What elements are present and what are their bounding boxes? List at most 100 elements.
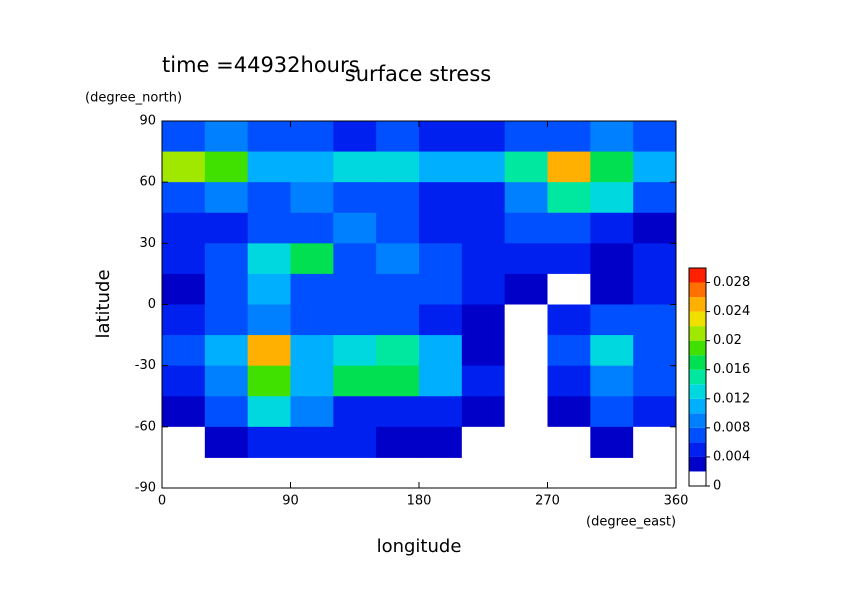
field-cell <box>419 121 463 153</box>
field-cell <box>204 304 249 336</box>
field-cell <box>162 212 206 244</box>
field-cell <box>204 212 249 244</box>
field-cell <box>633 304 677 336</box>
field-cell <box>633 396 677 428</box>
field-cell <box>419 212 463 244</box>
colorbar-tick-label: 0.008 <box>713 420 750 435</box>
field-cell <box>547 182 591 214</box>
colorbar-swatch <box>689 340 706 356</box>
field-cell <box>290 121 334 153</box>
field-cell <box>590 365 634 397</box>
field-cell <box>247 426 291 458</box>
field-cell <box>590 243 634 275</box>
field-cell <box>461 182 506 214</box>
field-cell <box>547 304 591 336</box>
field-cell <box>290 151 334 183</box>
x-tick-label: 360 <box>664 494 689 509</box>
field-cell <box>419 365 463 397</box>
field-cell <box>162 426 206 458</box>
field-cell <box>461 426 506 458</box>
field-cell <box>419 273 463 305</box>
colorbar-tick-label: 0 <box>713 479 721 494</box>
colorbar-swatch <box>689 456 706 472</box>
field-cell <box>419 396 463 428</box>
field-cell <box>376 243 420 275</box>
colorbar-swatch <box>689 282 706 298</box>
field-cell <box>547 273 591 305</box>
field-cell <box>419 426 463 458</box>
field-cell <box>333 426 377 458</box>
field-cell <box>504 335 548 367</box>
field-cell <box>590 273 634 305</box>
field-cell <box>461 212 506 244</box>
field-cell <box>333 365 377 397</box>
field-cell <box>247 212 291 244</box>
field-cell <box>290 273 334 305</box>
field-cell <box>376 151 420 183</box>
field-cell <box>333 304 377 336</box>
field-cell <box>590 151 634 183</box>
field-cell <box>247 335 291 367</box>
field-cell <box>162 151 206 183</box>
field-cell <box>162 121 206 153</box>
field-cell <box>333 335 377 367</box>
field-cell <box>204 121 249 153</box>
x-unit: (degree_east) <box>586 515 676 530</box>
field-cell <box>204 365 249 397</box>
field-cell <box>547 243 591 275</box>
field-cell <box>247 243 291 275</box>
field-cell <box>419 182 463 214</box>
field-cell <box>247 151 291 183</box>
colorbar-swatch <box>689 326 706 341</box>
field-cell <box>633 335 677 367</box>
field-cell <box>633 182 677 214</box>
field-cell <box>376 426 420 458</box>
field-cell <box>247 273 291 305</box>
field-cell <box>162 396 206 428</box>
colorbar-tick-label: 0.02 <box>713 333 742 348</box>
field-cell <box>204 426 249 458</box>
colorbar-frame <box>688 267 707 487</box>
field-cell <box>290 396 334 428</box>
field-cell <box>333 273 377 305</box>
field-cell <box>376 304 420 336</box>
field-cell <box>590 182 634 214</box>
field-cell <box>633 243 677 275</box>
field-cell <box>162 335 206 367</box>
field-cell <box>590 426 634 458</box>
field-cell <box>247 304 291 336</box>
field-cell <box>547 121 591 153</box>
field-cell <box>504 151 548 183</box>
field-cell <box>461 273 506 305</box>
field-cell <box>461 365 506 397</box>
field-cell <box>162 304 206 336</box>
colorbar-swatch <box>689 355 706 370</box>
field-cell <box>504 304 548 336</box>
chart-subtitle: time =44932hours <box>162 53 360 77</box>
field-cell <box>461 151 506 183</box>
colorbar-tick-label: 0.004 <box>713 449 750 464</box>
field-cell <box>333 396 377 428</box>
field-cell <box>376 212 420 244</box>
field <box>162 121 677 458</box>
colorbar-tick-label: 0.012 <box>713 391 750 406</box>
field-cell <box>590 212 634 244</box>
field-cell <box>419 304 463 336</box>
y-tick-label: -60 <box>135 419 156 434</box>
field-cell <box>419 243 463 275</box>
field-cell <box>504 182 548 214</box>
field-cell <box>290 182 334 214</box>
field-cell <box>547 335 591 367</box>
colorbar-swatch <box>689 297 706 312</box>
field-cell <box>504 396 548 428</box>
field-cell <box>547 151 591 183</box>
field-cell <box>590 396 634 428</box>
field-cell <box>376 396 420 428</box>
field-cell <box>633 426 677 458</box>
field-cell <box>204 335 249 367</box>
field-cell <box>504 121 548 153</box>
field-cell <box>290 335 334 367</box>
field-cell <box>633 151 677 183</box>
colorbar-swatch <box>689 369 706 385</box>
field-cell <box>376 365 420 397</box>
